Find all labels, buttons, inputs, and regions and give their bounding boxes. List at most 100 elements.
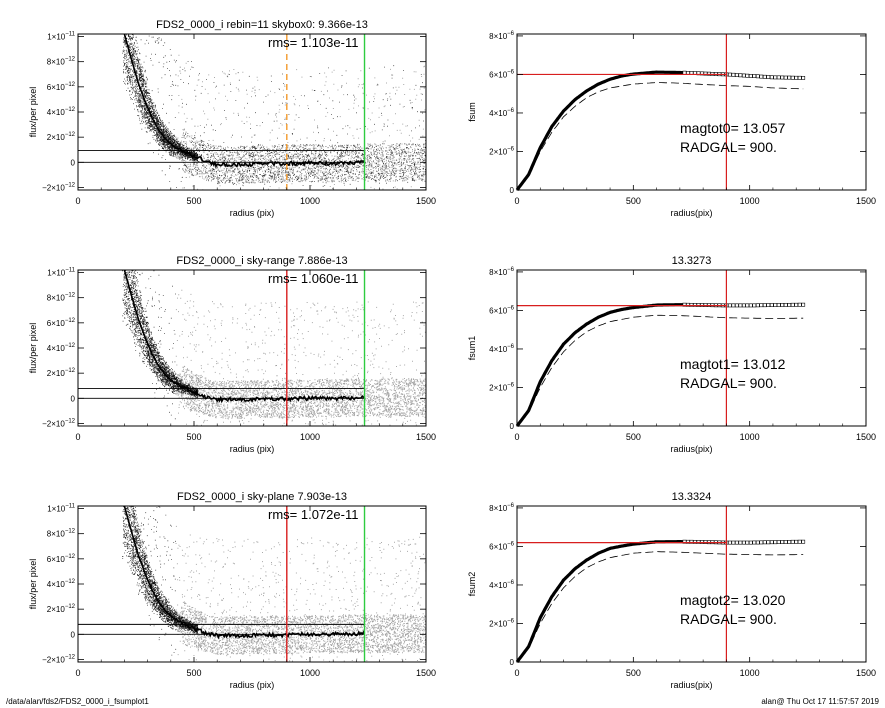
x-tick-label: 1000 — [300, 432, 320, 442]
y-tick-label: 2×10−6 — [489, 382, 515, 392]
x-tick-label: 1500 — [416, 432, 436, 442]
x-tick-label: 1000 — [740, 668, 760, 678]
x-tick-label: 0 — [75, 668, 80, 678]
fsum-marker — [797, 302, 802, 307]
scatter-points — [78, 270, 426, 426]
y-tick-label: 6×10−6 — [489, 541, 515, 551]
y-axis-label: flux/per pixel — [28, 323, 38, 374]
x-tick-label: 500 — [626, 432, 641, 442]
fsum-marker — [794, 302, 799, 307]
rms-label: rms= 1.072e-11 — [268, 507, 358, 522]
fsum-marker — [762, 303, 767, 308]
fsum-marker — [741, 540, 746, 545]
fsum-marker — [766, 75, 771, 79]
fsum-marker — [748, 303, 753, 308]
y-tick-label: −2×10−12 — [42, 654, 76, 664]
panel-left-2: 0 500 1000 1500 −2×10−12 0 2×10−12 4×10−12 6×10−… — [28, 255, 436, 454]
x-tick-label: 500 — [186, 668, 201, 678]
y-axis-label: fsum1 — [467, 336, 477, 361]
radgal-label: RADGAL= 900. — [680, 375, 777, 391]
magtot-label: magtot0= 13.057 — [680, 120, 786, 136]
x-tick-label: 1000 — [300, 668, 320, 678]
fsum-marker — [801, 539, 806, 544]
fsum-marker — [783, 540, 788, 544]
y-tick-label: 1×10−11 — [47, 504, 75, 514]
x-tick-label: 0 — [75, 432, 80, 442]
y-tick-label: 4×10−6 — [489, 108, 515, 118]
fsum-marker — [783, 75, 788, 80]
fsum-marker — [787, 302, 792, 307]
y-tick-label: 1×10−11 — [47, 268, 75, 278]
fsum-marker — [734, 73, 739, 78]
fsum-marker — [752, 74, 757, 79]
fsum-marker — [731, 303, 736, 308]
fsum-marker — [741, 73, 746, 78]
y-tick-label: 2×10−6 — [489, 146, 515, 156]
plot-frame — [516, 269, 867, 427]
y-tick-label: 6×10−12 — [47, 318, 76, 328]
x-axis-label: radius(pix) — [670, 444, 712, 454]
fsum-marker — [766, 540, 771, 545]
x-tick-label: 0 — [514, 196, 519, 206]
fsum-marker — [727, 540, 732, 545]
y-tick-label: 1×10−11 — [47, 32, 75, 42]
x-axis-label: radius (pix) — [230, 444, 275, 454]
x-tick-label: 1000 — [740, 432, 760, 442]
fsum-marker — [741, 303, 746, 308]
fsum-marker — [745, 303, 750, 308]
fsum-marker — [790, 539, 795, 544]
y-axis-label: fsum — [467, 102, 477, 122]
fsum-marker — [752, 540, 757, 545]
fsum-marker — [738, 73, 743, 78]
plot-frame — [516, 505, 867, 663]
y-axis-label: fsum2 — [467, 572, 477, 597]
fsum-marker — [769, 303, 774, 308]
fsum-marker — [755, 540, 760, 545]
x-tick-label: 0 — [514, 668, 519, 678]
y-tick-label: 4×10−6 — [489, 344, 515, 354]
y-tick-label: 6×10−12 — [47, 82, 76, 92]
rms-label: rms= 1.060e-11 — [268, 271, 358, 286]
scatter-grey-points — [175, 525, 426, 662]
y-tick-label: 4×10−6 — [489, 580, 515, 590]
y-tick-label: 8×10−6 — [489, 267, 515, 277]
fsum-marker — [776, 303, 781, 307]
radgal-label: RADGAL= 900. — [680, 139, 777, 155]
fsum-marker — [780, 540, 785, 544]
panel-left-3: 0 500 1000 1500 −2×10−12 0 2×10−12 4×10−12 6×10−… — [28, 491, 436, 690]
fsum-marker — [682, 70, 687, 75]
panel-right-2: 0 500 1000 1500 0 2×10−6 4×10−6 6×10−6 8×10−6 rad… — [467, 255, 876, 454]
fsum-marker — [727, 303, 732, 308]
fsum-marker — [780, 302, 785, 307]
y-tick-label: 2×10−12 — [47, 132, 76, 142]
fsum-marker — [748, 540, 753, 545]
x-tick-label: 1000 — [740, 196, 760, 206]
rms-label: rms= 1.103e-11 — [268, 35, 358, 50]
y-tick-label: −2×10−12 — [42, 418, 76, 428]
fsum-marker — [734, 540, 739, 545]
fsum-marker — [787, 539, 792, 544]
x-tick-label: 500 — [626, 196, 641, 206]
y-tick-label: 0 — [71, 158, 76, 167]
x-axis-label: radius(pix) — [670, 208, 712, 218]
fsum-marker — [783, 302, 788, 307]
fsum-marker — [745, 73, 750, 78]
magtot-label: magtot1= 13.012 — [680, 356, 786, 372]
x-tick-label: 1500 — [416, 196, 436, 206]
footer-filepath: /data/alan/fds2/FDS2_0000_i_fsumplot1 — [6, 697, 149, 706]
x-axis-label: radius(pix) — [670, 680, 712, 690]
x-tick-label: 1500 — [856, 432, 876, 442]
y-tick-label: 8×10−12 — [47, 57, 76, 67]
fsum-marker — [738, 540, 743, 545]
y-tick-label: 4×10−12 — [47, 343, 76, 353]
y-tick-label: 2×10−12 — [47, 368, 76, 378]
x-tick-label: 1500 — [416, 668, 436, 678]
fsum-marker — [766, 303, 771, 308]
y-tick-label: 6×10−6 — [489, 69, 515, 79]
footer-timestamp: alan@ Thu Oct 17 11:57:57 2019 — [761, 697, 879, 706]
fsum-marker — [727, 72, 732, 77]
y-tick-label: 0 — [71, 394, 76, 403]
magtot-label: magtot2= 13.020 — [680, 592, 786, 608]
y-tick-label: 8×10−12 — [47, 293, 76, 303]
